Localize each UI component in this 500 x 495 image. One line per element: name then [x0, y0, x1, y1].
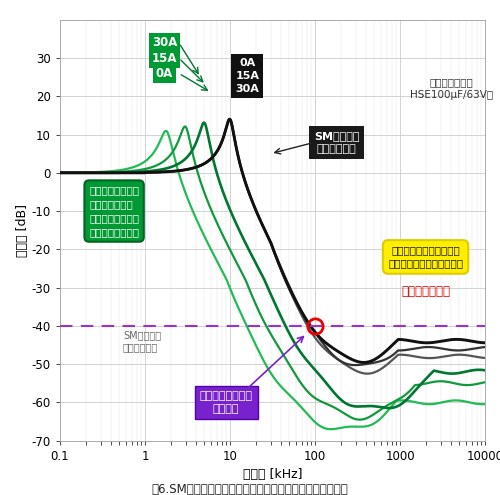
Text: 大電流重畳時、フィルタ
減衰量はほぼ同等となる。: 大電流重畳時、フィルタ 減衰量はほぼ同等となる。	[388, 246, 463, 269]
Text: 図6.SMコイル、トロイダルコイルによるフィルタ特性比較: 図6.SMコイル、トロイダルコイルによるフィルタ特性比較	[152, 483, 348, 495]
Text: 0A: 0A	[156, 67, 173, 80]
Text: 15A: 15A	[152, 51, 178, 64]
Text: SMコイルと
ハイブリッド: SMコイルと ハイブリッド	[314, 131, 360, 154]
Text: コイル差なし。: コイル差なし。	[401, 285, 450, 298]
Text: 0A
15A
30A: 0A 15A 30A	[236, 58, 260, 95]
X-axis label: 周波数 [kHz]: 周波数 [kHz]	[243, 468, 302, 481]
Text: （コンデンサは
HSE100μF/63V）: （コンデンサは HSE100μF/63V）	[410, 77, 492, 100]
Text: 目標減衰ポイント
と減衰量: 目標減衰ポイント と減衰量	[200, 391, 252, 414]
Text: トロイダコイルと
ハイブリッド。
重畳電流でカット
オフ周波数変化。: トロイダコイルと ハイブリッド。 重畳電流でカット オフ周波数変化。	[89, 185, 139, 237]
Text: 30A: 30A	[152, 36, 178, 49]
Y-axis label: 減衰量 [dB]: 減衰量 [dB]	[16, 203, 29, 257]
Text: SMコイルと
同定格電流品: SMコイルと 同定格電流品	[123, 330, 161, 352]
